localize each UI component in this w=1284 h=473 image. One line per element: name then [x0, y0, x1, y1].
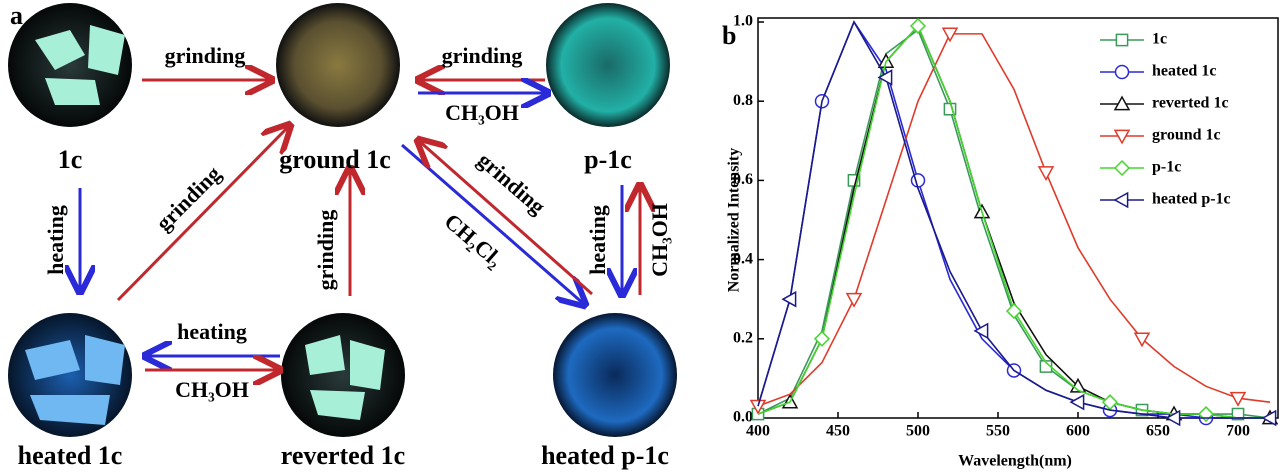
panel-a: a 1c ground 1c p-1c heated 1c reverted 1…: [8, 1, 677, 470]
series-line: [758, 26, 1270, 418]
marker: [975, 324, 988, 338]
legend-label: p-1c: [1152, 159, 1181, 176]
photo-label: heated p-1c: [541, 441, 669, 470]
arrow-label: heating: [177, 319, 247, 344]
marker: [1116, 66, 1129, 79]
arrow-label: grinding: [442, 43, 523, 68]
arrow-label: CH₃OH: [445, 100, 519, 125]
arrow-label: CH₃OH: [175, 377, 249, 402]
panel-letter: a: [10, 1, 23, 30]
y-tick-label: 0.4: [733, 250, 753, 267]
x-tick-label: 550: [986, 423, 1010, 440]
legend-label: heated p-1c: [1152, 191, 1231, 208]
y-tick-label: 0.2: [733, 329, 753, 346]
y-axis-label: Normalized Intensity: [726, 148, 743, 292]
arrow-label: grinding: [165, 43, 246, 68]
arrow: [118, 125, 290, 300]
arrow-label: CH₂Cl₂: [440, 208, 508, 272]
legend-label: ground 1c: [1152, 127, 1221, 144]
arrow-label: grinding: [313, 210, 338, 291]
marker: [1115, 161, 1129, 175]
photo-label: 1c: [58, 145, 83, 174]
legend-label: heated 1c: [1152, 63, 1216, 80]
series-line: [758, 22, 1270, 418]
y-tick-label: 0.8: [733, 92, 753, 109]
photo: [276, 3, 400, 127]
series-line: [758, 26, 1270, 418]
arrow-label: heating: [585, 205, 610, 275]
marker: [1116, 34, 1127, 45]
marker: [1115, 193, 1128, 207]
legend-label: reverted 1c: [1152, 95, 1229, 112]
series-line: [758, 22, 1270, 418]
photo-label: p-1c: [584, 145, 632, 174]
x-tick-label: 500: [906, 423, 930, 440]
legend-label: 1c: [1152, 31, 1167, 48]
arrow-label: grinding: [151, 161, 226, 236]
x-tick-label: 450: [826, 423, 850, 440]
marker: [912, 174, 925, 187]
x-axis-label: Wavelength(nm): [958, 453, 1072, 470]
photo-label: reverted 1c: [281, 441, 405, 470]
photo-label: ground 1c: [279, 145, 391, 174]
y-tick-label: 0.6: [733, 171, 753, 188]
marker: [815, 332, 829, 346]
arrow-label: heating: [43, 205, 68, 275]
marker: [1071, 395, 1084, 409]
marker: [1007, 304, 1021, 318]
y-tick-label: 0.0: [733, 409, 753, 426]
photo: [281, 313, 405, 437]
marker: [1039, 167, 1053, 180]
series-line: [758, 34, 1270, 406]
figure: a 1c ground 1c p-1c heated 1c reverted 1…: [0, 0, 1284, 473]
photo: [546, 3, 670, 127]
x-tick-label: 700: [1226, 423, 1250, 440]
arrow-label: grinding: [473, 147, 550, 219]
arrow-label: CH₃OH: [647, 203, 672, 277]
panel-b: b Wavelength(nm) Normalized Intensity 40…: [722, 13, 1278, 470]
x-tick-label: 650: [1146, 423, 1170, 440]
y-tick-label: 1.0: [733, 13, 753, 30]
photo-label: heated 1c: [18, 441, 123, 470]
x-tick-label: 600: [1066, 423, 1090, 440]
photo: [553, 313, 677, 437]
marker: [847, 294, 861, 307]
